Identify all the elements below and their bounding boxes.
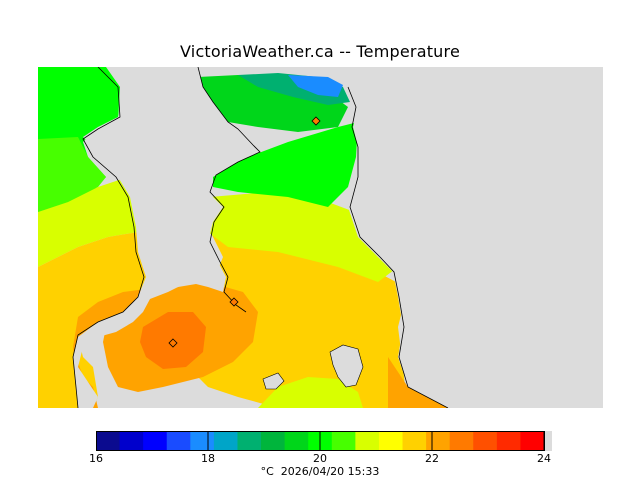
colorbar-tick-label: 20	[313, 452, 327, 465]
colorbar-swatch	[378, 431, 404, 451]
colorbar-swatch	[166, 431, 191, 451]
colorbar-swatch	[284, 431, 309, 451]
west-temperature-field	[38, 67, 153, 408]
colorbar-swatch	[355, 431, 380, 451]
band-cyan-north	[288, 75, 343, 97]
strait-channel	[73, 67, 258, 408]
temperature-colorbar	[96, 431, 552, 451]
station-north-marker	[311, 116, 321, 126]
colorbar-tick-label: 16	[89, 452, 103, 465]
colorbar-swatch	[119, 431, 144, 451]
colorbar-swatch	[496, 431, 521, 451]
band-yellowgreen-west	[38, 177, 138, 267]
band-yellow-west	[38, 232, 153, 408]
colorbar-swatch	[331, 431, 356, 451]
colorbar-dividers	[96, 431, 545, 451]
colorbar-overflow-cap	[544, 431, 552, 451]
band-yellowgreen-south	[258, 377, 363, 408]
timestamp-label: 2026/04/20 15:33	[280, 465, 380, 478]
coastline-west	[72, 67, 145, 408]
station-southwest-marker	[168, 338, 178, 348]
colorbar-swatch	[190, 431, 215, 451]
colorbar-swatch	[473, 431, 498, 451]
station-east-marker	[229, 297, 239, 307]
coastlines	[72, 67, 449, 408]
colorbar-swatch	[426, 431, 451, 451]
colorbar-swatch	[96, 431, 121, 451]
band-orange-west	[73, 289, 150, 408]
map-title: VictoriaWeather.ca -- Temperature	[180, 42, 460, 61]
units-label: °C	[260, 465, 274, 478]
band-yellow-east	[188, 227, 448, 408]
colorbar-swatch	[520, 431, 545, 451]
band-orange-southeast	[388, 357, 448, 408]
east-land	[348, 67, 603, 408]
temperature-map	[38, 67, 603, 408]
coastline-mainland	[347, 86, 449, 408]
coastline-east	[197, 67, 261, 313]
colorbar-swatch	[449, 431, 474, 451]
colorbar-ticks: 16 18 20 22 24	[0, 452, 640, 468]
band-green-east	[213, 122, 358, 207]
map-footer: °C 2026/04/20 15:33	[0, 465, 640, 478]
colorbar-swatch	[402, 431, 427, 451]
colorbar-tick-label: 22	[425, 452, 439, 465]
band-lightgreen-west	[38, 137, 106, 212]
colorbar-swatch	[237, 431, 262, 451]
colorbar-swatch	[213, 431, 238, 451]
colorbar-swatches	[96, 431, 552, 451]
island-small	[262, 372, 285, 390]
colorbar-tick-label: 18	[201, 452, 215, 465]
colorbar-swatch	[143, 431, 168, 451]
water-channels	[73, 67, 603, 408]
station-markers	[168, 116, 321, 348]
colorbar-tick-label: 24	[537, 452, 551, 465]
island-south	[329, 344, 364, 388]
colorbar-swatch	[261, 431, 286, 451]
